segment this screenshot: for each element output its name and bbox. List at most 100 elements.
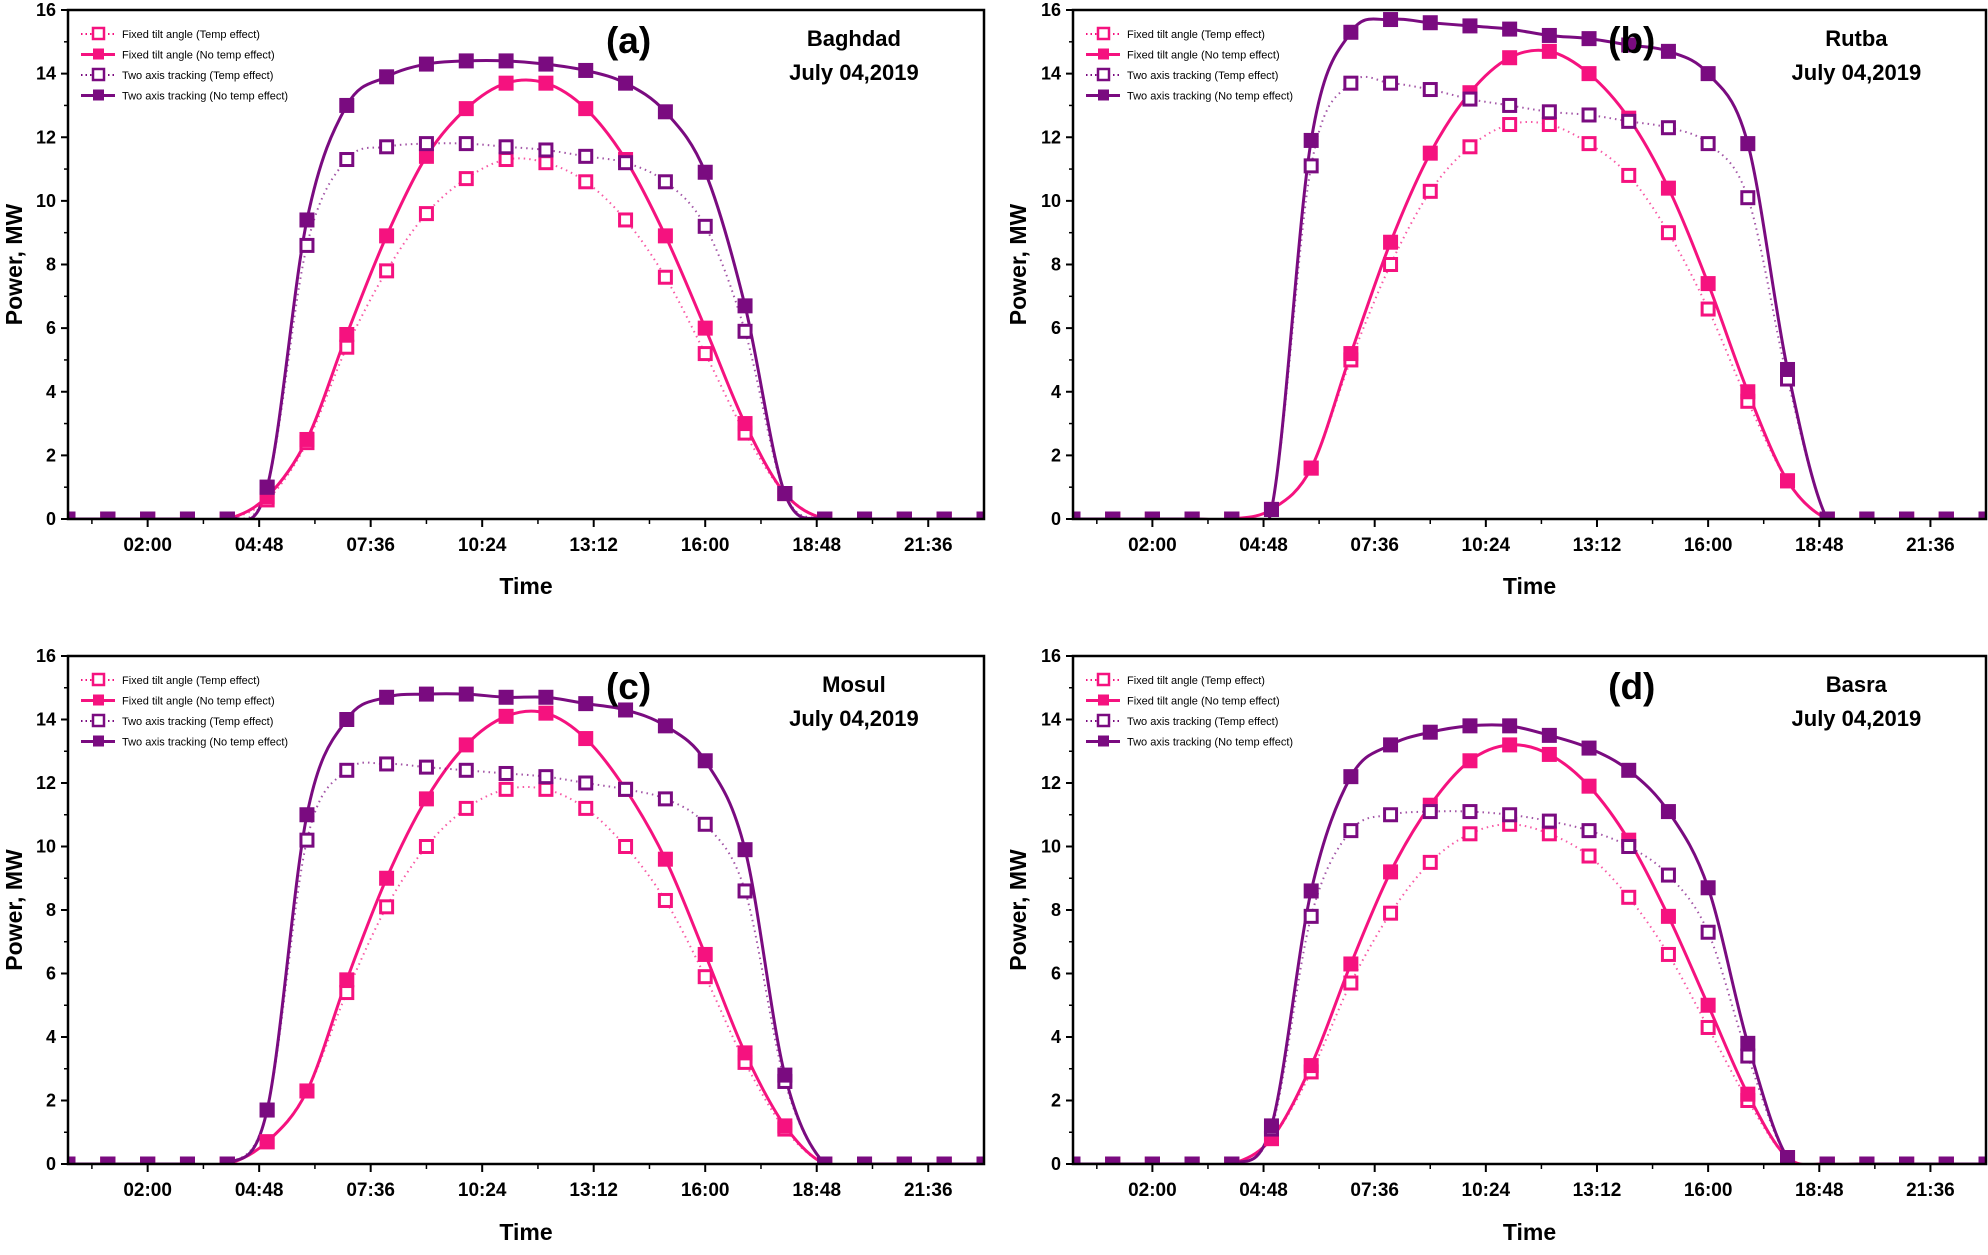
data-point xyxy=(1343,956,1358,971)
series-line-2 xyxy=(1073,77,1986,538)
legend-marker xyxy=(93,695,104,706)
data-point xyxy=(1385,809,1397,821)
data-point xyxy=(1504,119,1516,131)
data-point xyxy=(1343,346,1358,361)
y-tick-label: 0 xyxy=(46,1154,56,1174)
data-point xyxy=(659,176,671,188)
y-axis-label: Power, MW xyxy=(1,204,27,326)
data-point xyxy=(301,834,313,846)
legend-label: Fixed tilt angle (Temp effect) xyxy=(1127,675,1265,687)
location-label: Rutba xyxy=(1825,26,1888,51)
data-point xyxy=(1304,1058,1319,1073)
data-point xyxy=(1582,779,1597,794)
series-line-3 xyxy=(68,694,984,1171)
data-point xyxy=(299,212,314,227)
data-point xyxy=(540,771,552,783)
legend-marker xyxy=(1098,90,1109,101)
x-tick-label: 04:48 xyxy=(1239,535,1288,556)
x-tick-label: 18:48 xyxy=(792,1180,841,1201)
data-point xyxy=(1702,138,1714,150)
series-line-1 xyxy=(1073,745,1986,1166)
data-point xyxy=(698,165,713,180)
data-point xyxy=(540,144,552,156)
data-point xyxy=(341,987,353,999)
x-tick-label: 07:36 xyxy=(346,535,395,556)
data-point xyxy=(420,841,432,853)
y-tick-label: 12 xyxy=(36,773,56,793)
data-point xyxy=(1542,44,1557,59)
data-point xyxy=(538,57,553,72)
data-point xyxy=(738,416,753,431)
data-point xyxy=(1661,909,1676,924)
x-tick-label: 16:00 xyxy=(681,535,730,556)
series-line-1 xyxy=(1073,50,1986,522)
panel-label: (a) xyxy=(606,20,651,61)
x-axis-label: Time xyxy=(1503,1219,1556,1245)
data-point xyxy=(1702,1021,1714,1033)
data-point xyxy=(1661,181,1676,196)
series-line-0 xyxy=(68,158,984,521)
y-tick-label: 4 xyxy=(1051,382,1061,402)
y-tick-label: 4 xyxy=(46,382,56,402)
x-tick-label: 10:24 xyxy=(458,1180,507,1201)
panel-label: (c) xyxy=(606,666,651,707)
data-point xyxy=(500,141,512,153)
x-tick-label: 02:00 xyxy=(1128,1180,1177,1201)
data-point xyxy=(1304,883,1319,898)
x-tick-label: 07:36 xyxy=(1350,1180,1399,1201)
data-point xyxy=(381,265,393,277)
x-tick-label: 18:48 xyxy=(1795,535,1844,556)
data-point xyxy=(1623,891,1635,903)
legend-marker xyxy=(93,28,104,39)
data-point xyxy=(699,818,711,830)
y-axis-label: Power, MW xyxy=(1,849,27,971)
legend-marker xyxy=(93,69,104,80)
legend-marker xyxy=(93,90,104,101)
data-point xyxy=(1701,276,1716,291)
data-point xyxy=(538,706,553,721)
data-point xyxy=(460,802,472,814)
legend-label: Fixed tilt angle (No temp effect) xyxy=(1127,696,1280,708)
data-point xyxy=(500,783,512,795)
y-tick-label: 16 xyxy=(1041,646,1061,666)
data-point xyxy=(499,76,514,91)
data-point xyxy=(1385,77,1397,89)
data-point xyxy=(1742,192,1754,204)
data-point xyxy=(1502,50,1517,65)
legend-marker xyxy=(93,49,104,60)
data-point xyxy=(419,687,434,702)
panel-label: (d) xyxy=(1608,666,1655,707)
data-point xyxy=(1504,809,1516,821)
legend-marker xyxy=(1098,736,1109,747)
y-tick-label: 16 xyxy=(36,0,56,20)
series-line-2 xyxy=(68,763,984,1171)
series-line-0 xyxy=(68,787,984,1167)
data-point xyxy=(1264,502,1279,517)
plot-area xyxy=(61,53,992,526)
data-point xyxy=(1424,84,1436,96)
data-point xyxy=(339,972,354,987)
data-point xyxy=(420,138,432,150)
data-point xyxy=(341,341,353,353)
data-point xyxy=(379,871,394,886)
x-tick-label: 13:12 xyxy=(569,1180,618,1201)
data-point xyxy=(379,69,394,84)
data-point xyxy=(1701,880,1716,895)
data-point xyxy=(459,737,474,752)
data-point xyxy=(738,1045,753,1060)
data-point xyxy=(698,947,713,962)
y-tick-label: 6 xyxy=(1051,964,1061,984)
data-point xyxy=(658,718,673,733)
data-point xyxy=(1464,141,1476,153)
series-line-0 xyxy=(1073,824,1986,1166)
data-point xyxy=(1623,115,1635,127)
data-point xyxy=(698,753,713,768)
legend-label: Two axis tracking (No temp effect) xyxy=(122,737,288,749)
x-tick-label: 13:12 xyxy=(1573,535,1622,556)
y-tick-label: 0 xyxy=(1051,1154,1061,1174)
plot-area xyxy=(1066,718,1988,1171)
data-point xyxy=(1304,133,1319,148)
legend-marker xyxy=(1098,674,1109,685)
data-point xyxy=(777,1068,792,1083)
